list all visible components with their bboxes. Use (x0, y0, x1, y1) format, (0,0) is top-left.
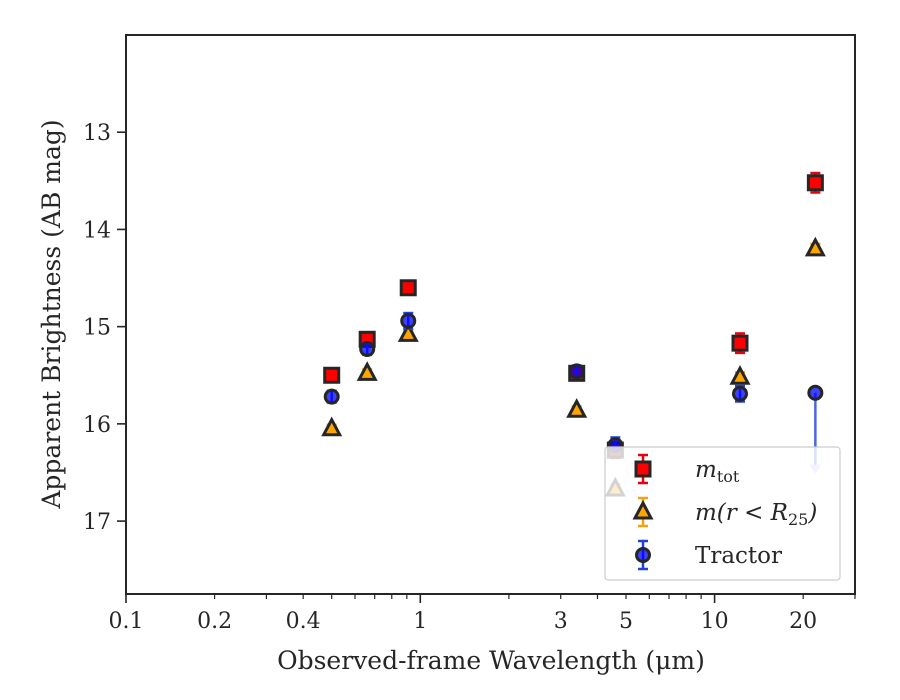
x-tick-label: 5 (619, 609, 633, 634)
legend-entry: Tractor (635, 539, 782, 571)
x-tick-label: 1 (413, 609, 427, 634)
circle-marker (359, 341, 376, 358)
x-tick-label: 0.1 (109, 609, 144, 634)
x-tick-label: 0.2 (197, 609, 232, 634)
circle-marker (807, 384, 824, 401)
triangle-marker (804, 236, 826, 257)
triangle-marker (356, 361, 378, 381)
circle-marker (400, 312, 417, 329)
x-tick-label: 20 (789, 609, 817, 634)
legend-entry: mtot (634, 453, 740, 486)
triangle-marker (397, 322, 419, 342)
plot-area (321, 171, 826, 497)
x-axis-label: Observed-frame Wavelength (μm) (277, 646, 705, 675)
square-marker (731, 334, 749, 352)
circle-marker (635, 547, 651, 563)
x-tick-label: 0.4 (286, 609, 321, 634)
square-marker (399, 279, 417, 297)
square-marker (806, 174, 824, 192)
axis-labels: Observed-frame Wavelength (μm) Apparent … (37, 119, 705, 675)
y-tick-label: 14 (83, 218, 111, 243)
legend-label: m(r < R25) (695, 500, 817, 529)
square-marker (323, 366, 341, 384)
circle-marker (732, 385, 749, 402)
triangle-marker (632, 499, 654, 520)
y-axis-label: Apparent Brightness (AB mag) (37, 119, 66, 509)
triangle-marker (729, 365, 751, 385)
x-tick-label: 3 (554, 609, 568, 634)
legend-box (604, 446, 841, 581)
plot-frame (125, 34, 856, 595)
square-marker (634, 460, 652, 478)
y-tick-label: 17 (83, 510, 111, 535)
x-tick-label: 10 (701, 609, 729, 634)
triangle-marker (566, 398, 588, 418)
y-tick-label: 13 (83, 121, 111, 146)
triangle-marker (321, 416, 343, 437)
legend: mtot m(r < R25) Tractor (604, 446, 841, 581)
legend-label: Tractor (695, 543, 782, 569)
y-tick-label: 15 (83, 316, 111, 341)
circle-marker (323, 388, 340, 405)
y-tick-label: 16 (83, 413, 111, 438)
circle-marker (568, 363, 585, 380)
legend-label: mtot (695, 457, 740, 486)
legend-entry: m(r < R25) (632, 496, 817, 529)
